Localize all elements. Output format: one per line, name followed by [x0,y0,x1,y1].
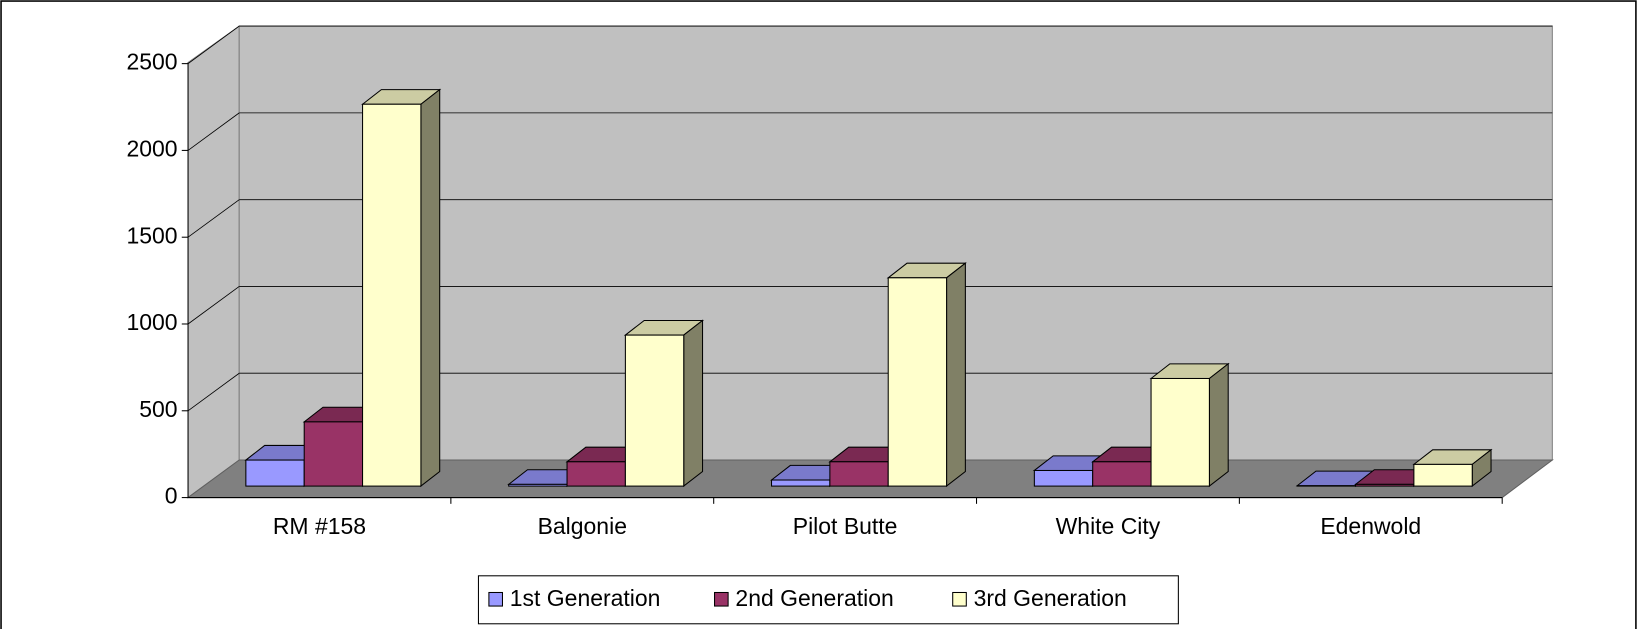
bar [624,334,685,487]
legend-swatch [714,591,729,607]
bar-side [420,88,441,488]
legend-label: 2nd Generation [735,585,893,611]
bar [771,479,831,487]
legend-swatch [488,591,503,607]
bar [245,459,305,487]
grid-line [187,372,240,412]
bar [829,461,889,487]
legend-swatch [952,591,967,607]
legend-label: 1st Generation [510,585,661,611]
bar [566,461,626,487]
side-wall [187,25,240,499]
y-tick-label: 2500 [126,49,177,75]
y-tick-label: 0 [165,483,178,509]
bar [1355,483,1415,487]
y-tick-label: 1000 [126,309,177,335]
x-tick-label: Edenwold [1320,513,1421,539]
legend-items: 1st Generation 2nd Generation 3rd Generati… [488,585,1127,611]
x-tick-label: Balgonie [538,513,627,539]
bar [887,277,948,487]
legend [477,575,1179,625]
x-tick-label: RM #158 [273,513,366,539]
y-tick-label: 1500 [126,222,177,248]
legend-label: 3rd Generation [974,585,1127,611]
y-tick-label: 500 [139,396,177,422]
grid-line [187,25,240,64]
bar [1413,463,1473,487]
x-tick-label: White City [1056,513,1161,539]
bar-side [683,319,704,488]
bar [1033,469,1094,487]
bar [362,103,422,487]
bar [303,421,364,487]
y-tick-label: 2000 [126,135,177,161]
x-tick-label: Pilot Butte [793,513,898,539]
bar [1150,377,1210,487]
bar [508,483,568,487]
grid-line [187,112,240,151]
bar-side [946,262,966,488]
grid-line [187,199,240,238]
bars [244,88,1493,488]
bar-side [1208,362,1229,488]
bar [1092,461,1152,487]
grid-line [187,286,240,325]
